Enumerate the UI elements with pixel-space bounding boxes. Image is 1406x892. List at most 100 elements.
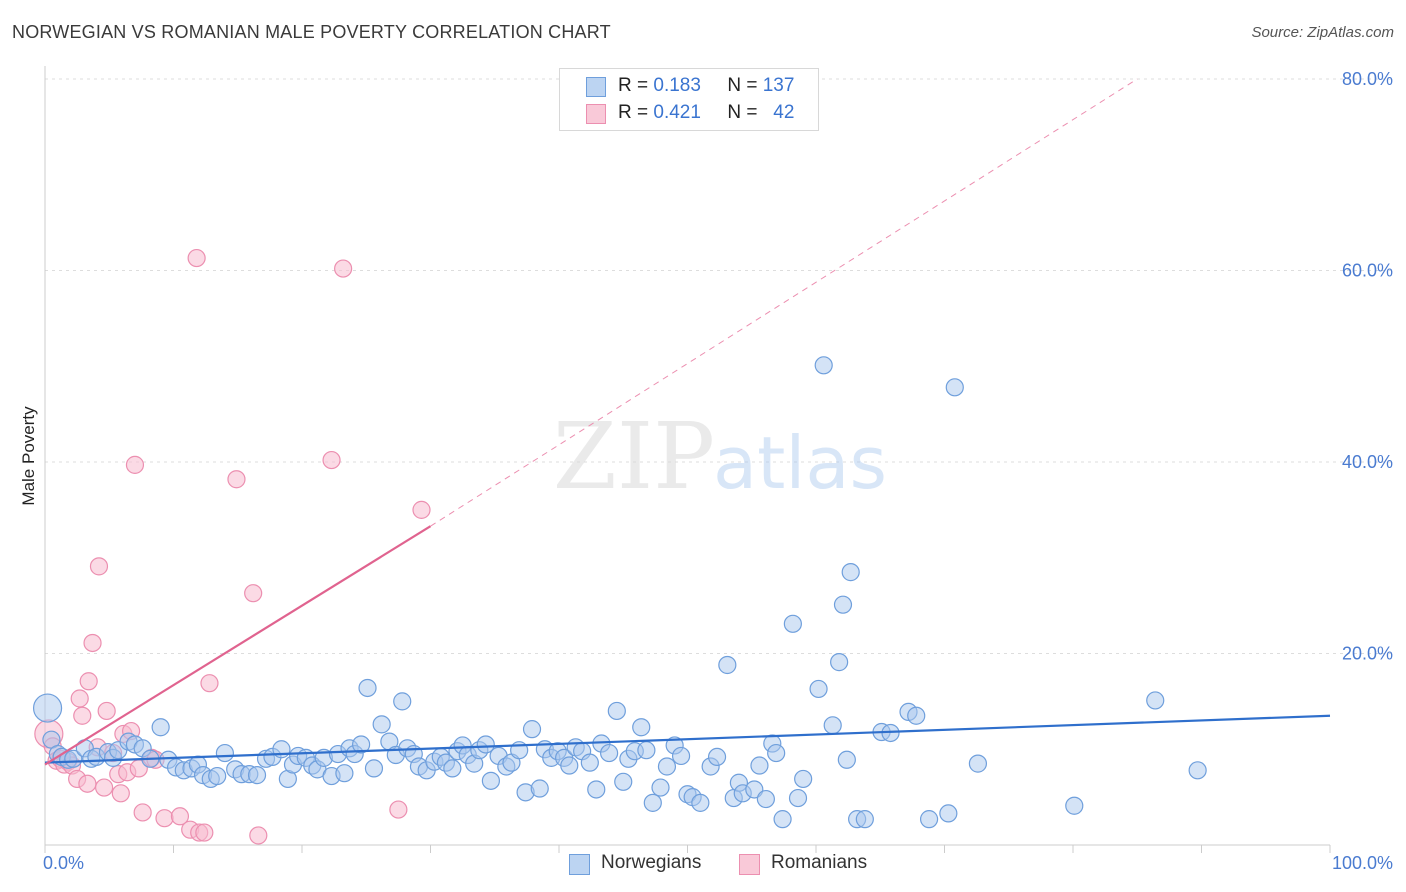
norwegian-point (560, 756, 579, 775)
watermark-zip: ZIP (553, 403, 715, 510)
grid-lines (45, 78, 1392, 654)
norwegian-point (651, 778, 670, 797)
norwegian-point (1146, 691, 1165, 710)
legend-r-label: R = (618, 102, 649, 123)
romanian-point (73, 706, 92, 725)
norwegian-point (823, 716, 842, 735)
norwegian-point (718, 655, 737, 675)
norwegian-point (522, 720, 542, 739)
norwegian-point (945, 378, 964, 397)
norwegian-point (939, 804, 958, 823)
legend-n-label: N = (727, 75, 758, 96)
x-tick-label: 100.0% (1332, 853, 1393, 873)
romanian-point (244, 584, 263, 603)
tick-labels: 20.0% 40.0% 60.0% 80.0% 0.0% 100.0% (43, 69, 1393, 873)
y-axis-label: Male Poverty (19, 406, 38, 506)
norwegian-point (756, 789, 775, 809)
legend-swatch-blue (586, 77, 606, 97)
romanian-point (155, 809, 174, 828)
stats-legend: R = 0.183 N = 137 R = 0.421 N = 42 (559, 68, 819, 131)
norwegian-point (443, 759, 462, 778)
romanian-point (78, 774, 97, 793)
norwegian-point (64, 749, 83, 768)
norwegian-point (830, 653, 849, 672)
norwegian-point (809, 679, 828, 699)
romanian-point (125, 455, 145, 474)
norwegian-point (707, 747, 727, 767)
legend-n-label: N = (727, 102, 758, 123)
norwegian-point (393, 692, 412, 711)
norwegian-point (814, 356, 833, 375)
romanian-point (322, 450, 341, 470)
y-tick-label: 40.0% (1342, 452, 1393, 472)
norwegian-point (794, 769, 813, 789)
romanian-point (89, 557, 109, 576)
watermark-atlas: atlas (713, 421, 887, 505)
norwegian-point (783, 614, 802, 633)
legend-r-value: 0.183 (653, 75, 701, 96)
norwegian-point (352, 735, 371, 754)
norwegian-point (614, 772, 633, 791)
legend-r-label: R = (618, 75, 649, 96)
romanian-point (334, 259, 353, 278)
romanian-point (70, 689, 89, 708)
x-tick-label: 0.0% (43, 853, 84, 873)
norwegian-point (750, 756, 769, 775)
bottom-legend-label: Norwegians (601, 852, 702, 873)
norwegian-point (358, 678, 377, 698)
bottom-legend-swatch-blue (569, 854, 590, 875)
romanian-point (95, 778, 114, 797)
romanians-trend-extension (430, 78, 1138, 527)
romanian-point (389, 800, 408, 819)
norwegian-point (657, 757, 677, 776)
bottom-legend-swatch-pink (739, 854, 760, 875)
y-tick-label: 80.0% (1342, 69, 1393, 89)
norwegian-point (607, 701, 626, 721)
norwegian-point (788, 788, 808, 808)
norwegian-point (833, 595, 853, 614)
norwegian-point (372, 715, 391, 734)
legend-n-value: 137 (762, 75, 795, 96)
norwegian-point (968, 754, 988, 773)
norwegian-point (1188, 761, 1207, 780)
romanian-point (200, 674, 219, 693)
romanian-point (83, 633, 102, 653)
norwegian-point (215, 743, 234, 763)
norwegians-points (32, 356, 1207, 829)
norwegian-point (767, 743, 786, 763)
romanian-point (133, 803, 152, 822)
romanian-point (227, 470, 246, 489)
norwegian-point (32, 693, 63, 723)
norwegian-point (855, 810, 874, 829)
norwegian-point (907, 706, 926, 725)
romanian-point (79, 672, 98, 691)
legend-r-value: 0.421 (653, 102, 701, 123)
romanian-point (170, 807, 190, 826)
romanian-point (249, 826, 268, 845)
legend-n-value: 42 (773, 102, 795, 123)
norwegian-point (691, 793, 710, 812)
norwegian-point (919, 810, 939, 829)
norwegian-point (671, 746, 691, 766)
norwegian-point (530, 779, 549, 798)
norwegian-point (476, 735, 495, 754)
romanian-point (111, 784, 130, 803)
norwegian-point (632, 718, 651, 737)
legend-swatch-pink (586, 104, 606, 124)
y-tick-label: 60.0% (1342, 261, 1393, 281)
norwegian-point (1065, 796, 1084, 815)
norwegian-point (208, 766, 227, 786)
norwegian-point (580, 753, 599, 772)
norwegian-point (643, 793, 662, 812)
chart-source: Source: ZipAtlas.com (1251, 24, 1394, 41)
norwegian-point (247, 766, 267, 785)
romanian-point (412, 500, 431, 519)
norwegian-point (335, 764, 354, 783)
norwegian-point (481, 771, 500, 790)
norwegian-point (637, 741, 656, 760)
norwegians-trend-line (44, 714, 1331, 764)
norwegian-point (600, 743, 619, 763)
norwegian-point (773, 810, 792, 829)
norwegian-point (364, 759, 384, 778)
norwegian-point (151, 718, 170, 737)
